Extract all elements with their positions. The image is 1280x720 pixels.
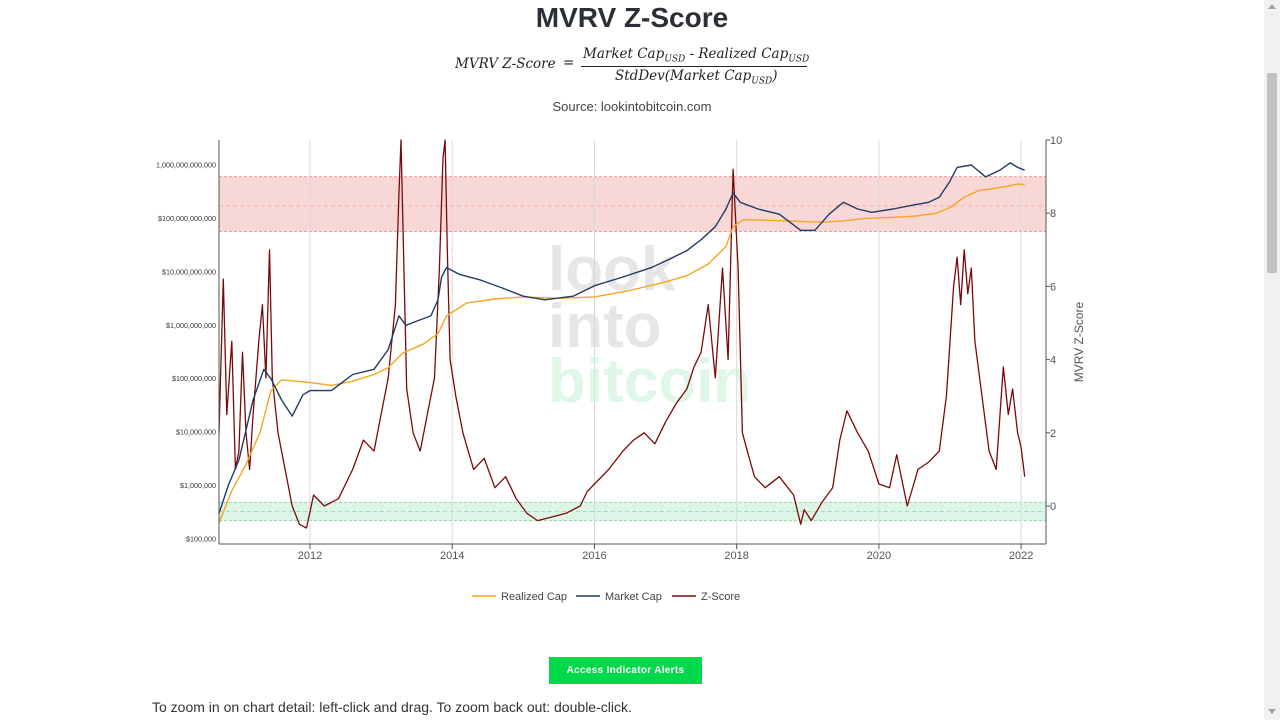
formula-subscript: USD — [751, 76, 773, 87]
legend-item: Z-Score — [672, 591, 740, 603]
left-tick-label: 1,000,000,000,000 — [156, 161, 216, 170]
formula-numerator: Market CapUSD - Realized CapUSD — [583, 46, 809, 65]
source-label: Source: lookintobitcoin.com — [552, 99, 712, 114]
formula-term: Realized Cap — [698, 46, 789, 62]
right-axis-title: MVRV Z-Score — [1072, 301, 1086, 382]
mvrv-chart[interactable]: look into bitcoin 2012 2014 2016 2018 2020 20… — [0, 0, 1264, 620]
legend-label: Realized Cap — [501, 591, 567, 603]
formula-denominator: StdDev(Market CapUSD) — [615, 68, 778, 87]
axes-layer: 2012 2014 2016 2018 2020 2022 $100,000 $1,000,0… — [156, 135, 1062, 562]
right-tick-label: 6 — [1050, 281, 1056, 293]
x-tick-label: 2014 — [440, 550, 464, 562]
formula-lhs: MVRV Z-Score — [455, 56, 556, 72]
realized-cap-line — [218, 183, 1025, 524]
formula-term: StdDev(Market Cap — [615, 68, 752, 84]
x-tick-label: 2020 — [867, 550, 891, 562]
watermark-line: look — [548, 235, 676, 304]
x-tick-label: 2016 — [582, 550, 606, 562]
right-tick-label: 4 — [1050, 355, 1056, 367]
scrollbar-thumb[interactable] — [1267, 73, 1277, 273]
scroll-up-arrow-icon[interactable] — [1268, 4, 1276, 9]
overvalued-band — [219, 176, 1046, 232]
watermark-line: into — [548, 292, 662, 361]
vertical-scrollbar[interactable] — [1264, 0, 1280, 720]
left-tick-label: $100,000,000 — [172, 374, 216, 383]
right-tick-label: 10 — [1050, 135, 1062, 147]
left-tick-label: $1,000,000,000 — [166, 321, 216, 330]
market-cap-line — [218, 162, 1025, 514]
formula-subscript: USD — [788, 54, 810, 65]
right-tick-label: 2 — [1050, 428, 1056, 440]
formula-operator: - — [685, 46, 699, 62]
access-indicator-alerts-button[interactable]: Access Indicator Alerts — [549, 657, 702, 684]
watermark: look into bitcoin — [548, 235, 751, 416]
legend-item: Realized Cap — [472, 591, 567, 603]
zoom-hint: To zoom in on chart detail: left-click a… — [152, 699, 632, 715]
left-tick-label: $100,000,000,000 — [158, 214, 216, 223]
series-layer — [218, 139, 1026, 529]
left-tick-label: $100,000 — [186, 535, 216, 544]
page-title: MVRV Z-Score — [535, 2, 729, 33]
formula-equals: = — [563, 55, 575, 71]
legend-item: Market Cap — [576, 591, 662, 603]
x-tick-label: 2022 — [1009, 550, 1033, 562]
right-tick-label: 0 — [1050, 501, 1056, 513]
x-tick-label: 2012 — [298, 550, 322, 562]
left-tick-label: $10,000,000 — [176, 428, 216, 437]
bands-layer — [219, 176, 1046, 522]
legend-label: Market Cap — [605, 591, 662, 603]
legend: Realized Cap Market Cap Z-Score — [472, 591, 740, 603]
right-tick-label: 8 — [1050, 208, 1056, 220]
grid-layer — [309, 140, 1022, 544]
legend-label: Z-Score — [701, 591, 740, 603]
z-score-line — [218, 139, 1026, 529]
formula-term: Market Cap — [583, 46, 665, 62]
formula-subscript: USD — [664, 54, 686, 65]
watermark-line: bitcoin — [548, 347, 751, 416]
x-tick-label: 2018 — [724, 550, 748, 562]
scroll-down-arrow-icon[interactable] — [1268, 709, 1276, 714]
left-tick-label: $1,000,000 — [180, 481, 216, 490]
fraction-bar — [581, 66, 807, 67]
left-tick-label: $10,000,000,000 — [162, 267, 216, 276]
formula-close: ) — [772, 68, 778, 84]
